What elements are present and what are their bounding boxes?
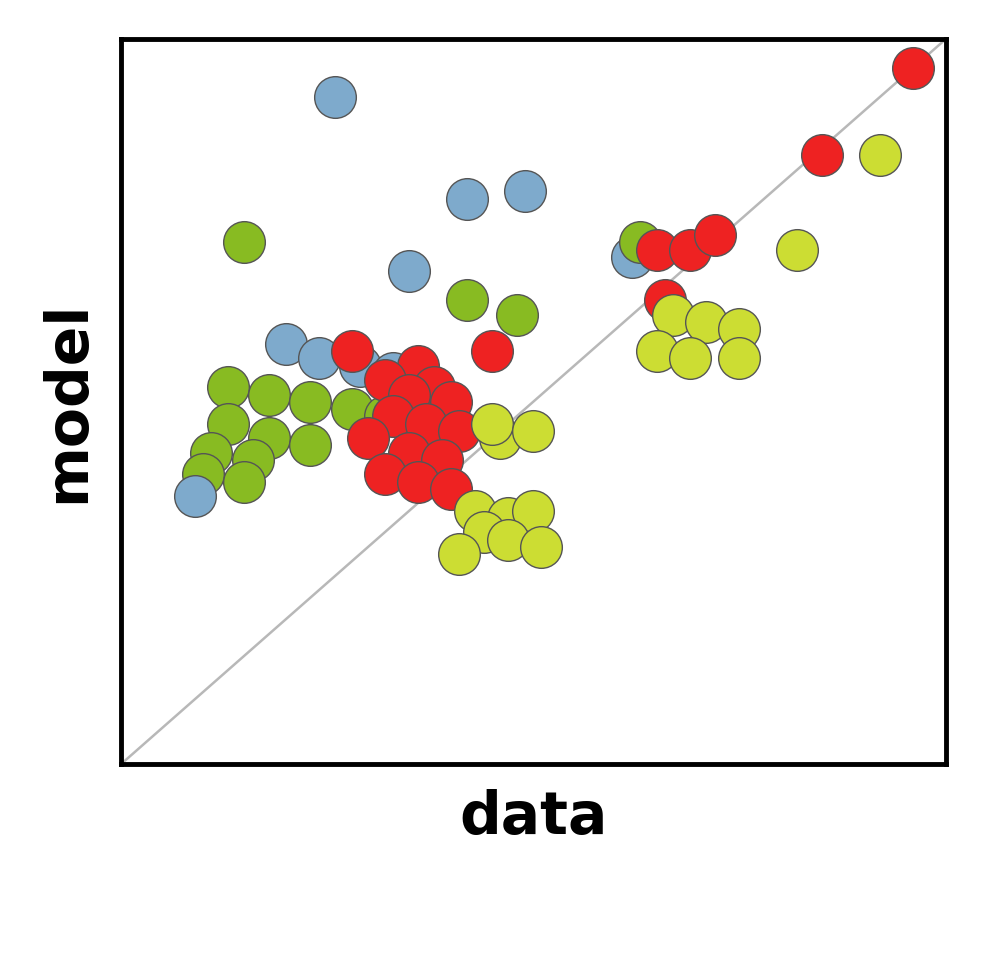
Point	[311, 351, 327, 367]
Point	[435, 452, 451, 467]
Point	[262, 430, 278, 446]
Point	[376, 466, 392, 482]
Point	[500, 532, 516, 548]
Point	[459, 292, 475, 308]
Point	[649, 343, 665, 359]
Point	[344, 343, 360, 359]
Point	[427, 379, 443, 395]
Point	[360, 430, 376, 446]
Point	[352, 358, 368, 373]
Point	[344, 401, 360, 416]
Point	[236, 234, 253, 250]
Point	[203, 445, 219, 461]
Point	[484, 416, 500, 431]
Point	[698, 315, 714, 330]
Point	[376, 372, 392, 388]
Point	[443, 481, 459, 497]
Point	[731, 351, 747, 367]
Point	[500, 510, 516, 525]
Point	[657, 292, 673, 308]
Point	[327, 89, 343, 105]
Point	[904, 61, 920, 76]
Point	[385, 409, 401, 424]
Point	[401, 445, 417, 461]
Point	[682, 242, 698, 258]
Point	[303, 437, 319, 453]
Point	[451, 546, 467, 562]
Point	[517, 183, 533, 199]
Point	[303, 394, 319, 410]
Point	[484, 343, 500, 359]
Point	[220, 416, 236, 431]
Point	[706, 227, 722, 243]
Point	[187, 488, 203, 504]
Point	[385, 365, 401, 380]
Y-axis label: model: model	[38, 301, 96, 503]
Point	[443, 394, 459, 410]
Point	[525, 423, 541, 439]
Point	[731, 321, 747, 337]
Point	[533, 539, 549, 555]
Point	[244, 452, 261, 467]
Point	[459, 191, 475, 207]
Point	[468, 503, 484, 518]
Point	[492, 430, 508, 446]
Point	[262, 387, 278, 403]
Point	[525, 503, 541, 518]
Point	[409, 358, 426, 373]
Point	[236, 473, 253, 489]
Point	[220, 379, 236, 395]
Point	[195, 466, 211, 482]
Point	[401, 264, 417, 279]
Point	[789, 242, 805, 258]
Point	[409, 473, 426, 489]
Point	[451, 423, 467, 439]
Point	[401, 387, 417, 403]
Point	[278, 336, 294, 352]
Point	[814, 147, 830, 163]
Point	[624, 249, 640, 265]
Point	[417, 416, 434, 431]
Point	[665, 307, 681, 322]
Point	[649, 242, 665, 258]
Point	[376, 409, 392, 424]
Point	[682, 351, 698, 367]
Point	[509, 307, 525, 322]
X-axis label: data: data	[459, 790, 608, 847]
Point	[871, 147, 887, 163]
Point	[476, 524, 492, 540]
Point	[633, 234, 649, 250]
